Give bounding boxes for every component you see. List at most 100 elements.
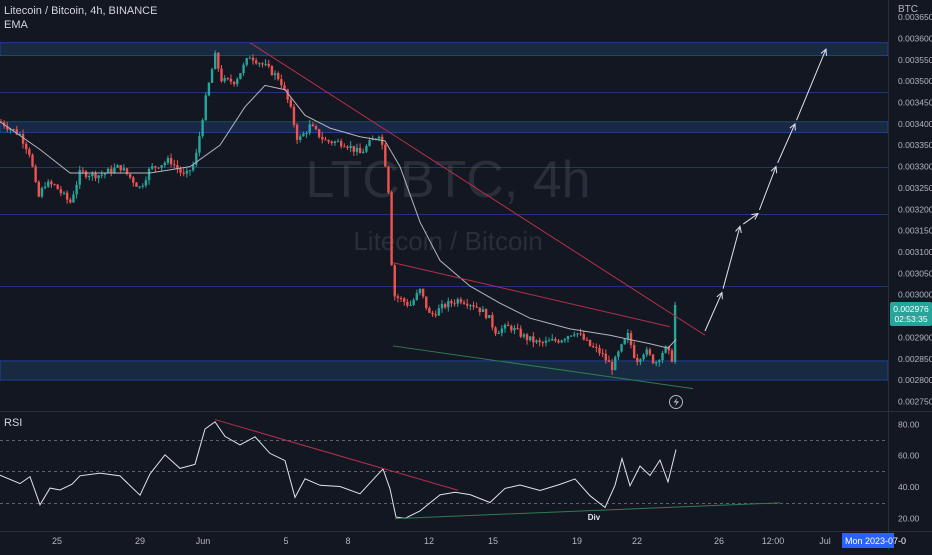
candle-body [267,63,270,67]
candle-body [72,194,75,203]
candle-body [462,302,466,304]
candle-body [91,172,94,177]
candle-body [173,164,176,166]
watermark-name: Litecoin / Bitcoin [353,226,542,256]
symbol-title[interactable]: Litecoin / Bitcoin, 4h, BINANCE [4,5,158,17]
candle-body [236,79,239,85]
candle-body [673,304,677,362]
candle-body [346,146,349,148]
candle-body [437,308,441,316]
candle-body [169,158,173,165]
candle-body [223,78,226,82]
candle-body [333,141,337,144]
candle-body [409,304,412,306]
projection-arrow-segment [742,213,759,225]
candle-body [47,181,50,187]
candle-body [396,296,400,298]
candle-body [365,145,368,152]
candle-body [151,166,154,169]
drawing-annotations [249,42,827,390]
candle-body [529,336,532,341]
arrowhead [820,48,827,56]
time-tick-label: 25 [52,536,62,546]
candle-body [642,354,645,360]
candle-body [434,314,437,316]
candle-body [443,304,447,308]
candle-body [503,324,507,329]
rsi-axis[interactable]: 80.00 60.00 40.00 20.00 [898,419,920,523]
candle-body [97,175,100,179]
candle-body [472,305,475,307]
candle-body [447,300,450,308]
candle-body [664,346,667,353]
candle-body [160,165,163,169]
candle-body [541,342,544,344]
ema-line [0,84,677,349]
candle-body [84,171,88,178]
candle-body [110,168,113,173]
candle-body [466,303,469,306]
candle-body [500,328,504,333]
ema-indicator-label[interactable]: EMA [4,19,28,31]
lightning-icon[interactable] [669,395,683,409]
candle-body [75,184,78,195]
candle-body [314,126,318,130]
candle-body [106,168,110,174]
candle-body [418,288,422,294]
candle-body [440,304,444,309]
candle-body [261,63,264,65]
candle-body [538,340,541,343]
candle-body [566,336,570,340]
candle-body [651,354,655,364]
candle-body [273,73,277,76]
candle-body [491,315,494,328]
candle-body [670,350,674,362]
candle-body [182,172,185,174]
rsi-line [0,421,677,519]
candle-body [349,145,352,148]
arrowhead [716,291,723,300]
price-axis-unit: BTC [898,4,918,15]
candle-body [280,79,283,86]
candle-body [179,168,182,173]
candle-body [431,312,434,315]
candle-body [239,73,242,80]
candle-body [636,357,639,363]
candle-body [163,162,166,166]
candle-body [248,57,252,59]
candle-body [15,129,18,135]
trend-line [392,262,671,328]
candle-body [292,106,296,125]
candle-body [62,192,66,194]
rsi-indicator-label[interactable]: RSI [4,417,23,429]
candle-body [626,332,630,340]
candle-body [220,68,223,82]
candle-body [547,340,551,342]
candle-body [21,134,25,144]
time-axis[interactable]: 25 29 Jun 5 8 12 15 19 22 26 12:00 Jul [52,536,831,546]
candle-body [191,164,195,171]
div-label: Div [588,513,601,522]
rsi-annotations [214,419,781,520]
candle-body [295,124,299,140]
candles [0,50,677,375]
candle-body [560,340,563,343]
candle-body [595,346,598,348]
candle-body [50,181,53,185]
candle-body [655,361,658,364]
candle-body [103,173,107,175]
candle-body [210,69,214,83]
candle-body [324,139,327,141]
rsi-tick-label: 20.00 [898,514,920,524]
candle-body [34,166,37,182]
legend[interactable]: Litecoin / Bitcoin, 4h, BINANCE EMA [4,4,157,32]
